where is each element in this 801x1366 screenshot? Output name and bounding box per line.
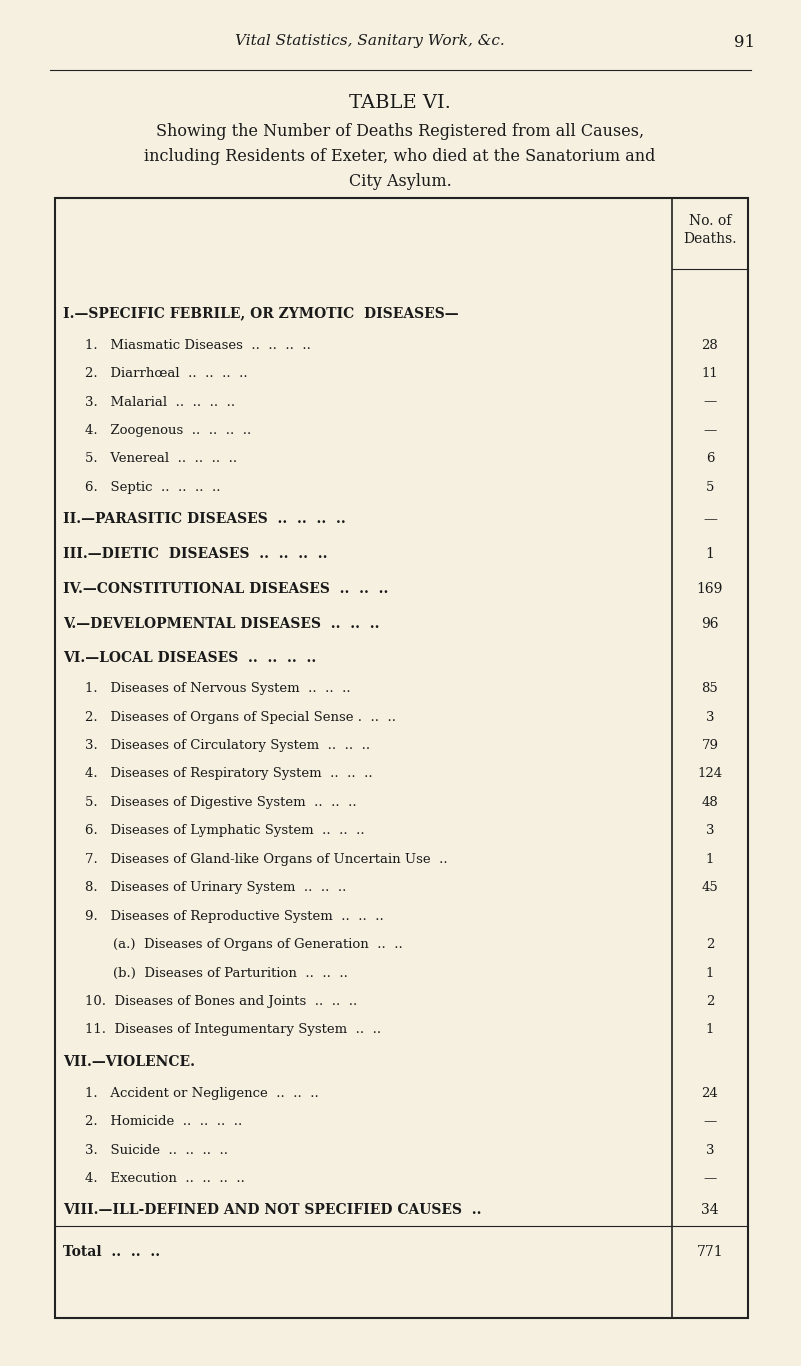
Text: 1: 1 <box>706 852 714 866</box>
Text: 1.   Diseases of Nervous System  ..  ..  ..: 1. Diseases of Nervous System .. .. .. <box>85 682 351 695</box>
Text: 5.   Diseases of Digestive System  ..  ..  ..: 5. Diseases of Digestive System .. .. .. <box>85 796 356 809</box>
Text: 1: 1 <box>706 967 714 979</box>
Text: 2.   Diarrhœal  ..  ..  ..  ..: 2. Diarrhœal .. .. .. .. <box>85 367 248 380</box>
Text: 7.   Diseases of Gland-like Organs of Uncertain Use  ..: 7. Diseases of Gland-like Organs of Unce… <box>85 852 448 866</box>
Text: 3.   Malarial  ..  ..  ..  ..: 3. Malarial .. .. .. .. <box>85 396 235 408</box>
Text: 85: 85 <box>702 682 718 695</box>
Text: 1: 1 <box>706 1023 714 1037</box>
Text: I.—SPECIFIC FEBRILE, OR ZYMOTIC  DISEASES—: I.—SPECIFIC FEBRILE, OR ZYMOTIC DISEASES… <box>63 306 459 321</box>
Text: VII.—VIOLENCE.: VII.—VIOLENCE. <box>63 1055 195 1068</box>
Text: No. of: No. of <box>689 214 731 228</box>
Text: including Residents of Exeter, who died at the Sanatorium and: including Residents of Exeter, who died … <box>144 148 656 165</box>
Text: (a.)  Diseases of Organs of Generation  ..  ..: (a.) Diseases of Organs of Generation ..… <box>113 938 403 951</box>
Text: —: — <box>703 1172 717 1186</box>
Text: City Asylum.: City Asylum. <box>348 173 452 190</box>
Text: 96: 96 <box>701 617 718 631</box>
Text: 34: 34 <box>701 1203 718 1217</box>
Text: —: — <box>703 512 717 526</box>
Text: 79: 79 <box>702 739 718 753</box>
Text: (b.)  Diseases of Parturition  ..  ..  ..: (b.) Diseases of Parturition .. .. .. <box>113 967 348 979</box>
Text: —: — <box>703 1115 717 1128</box>
Text: 11: 11 <box>702 367 718 380</box>
Text: 48: 48 <box>702 796 718 809</box>
Text: 2.   Diseases of Organs of Special Sense .  ..  ..: 2. Diseases of Organs of Special Sense .… <box>85 710 396 724</box>
Text: 28: 28 <box>702 339 718 351</box>
Text: 6.   Septic  ..  ..  ..  ..: 6. Septic .. .. .. .. <box>85 481 220 494</box>
Text: 91: 91 <box>734 34 755 51</box>
Text: 3: 3 <box>706 710 714 724</box>
Text: 1.   Accident or Negligence  ..  ..  ..: 1. Accident or Negligence .. .. .. <box>85 1087 319 1100</box>
Text: VIII.—ILL-DEFINED AND NOT SPECIFIED CAUSES  ..: VIII.—ILL-DEFINED AND NOT SPECIFIED CAUS… <box>63 1203 481 1217</box>
Text: 771: 771 <box>697 1244 723 1259</box>
Text: TABLE VI.: TABLE VI. <box>349 94 451 112</box>
Text: 3.   Suicide  ..  ..  ..  ..: 3. Suicide .. .. .. .. <box>85 1143 228 1157</box>
Text: 3: 3 <box>706 1143 714 1157</box>
Text: VI.—LOCAL DISEASES  ..  ..  ..  ..: VI.—LOCAL DISEASES .. .. .. .. <box>63 652 316 665</box>
Text: 9.   Diseases of Reproductive System  ..  ..  ..: 9. Diseases of Reproductive System .. ..… <box>85 910 384 922</box>
Text: Vital Statistics, Sanitary Work, &c.: Vital Statistics, Sanitary Work, &c. <box>235 34 505 48</box>
Text: 5: 5 <box>706 481 714 494</box>
Text: 45: 45 <box>702 881 718 895</box>
Text: III.—DIETIC  DISEASES  ..  ..  ..  ..: III.—DIETIC DISEASES .. .. .. .. <box>63 548 328 561</box>
Text: 6.   Diseases of Lymphatic System  ..  ..  ..: 6. Diseases of Lymphatic System .. .. .. <box>85 824 364 837</box>
Text: 169: 169 <box>697 582 723 596</box>
Text: —: — <box>703 423 717 437</box>
Text: V.—DEVELOPMENTAL DISEASES  ..  ..  ..: V.—DEVELOPMENTAL DISEASES .. .. .. <box>63 617 380 631</box>
Text: —: — <box>703 396 717 408</box>
Text: II.—PARASITIC DISEASES  ..  ..  ..  ..: II.—PARASITIC DISEASES .. .. .. .. <box>63 512 346 526</box>
Text: IV.—CONSTITUTIONAL DISEASES  ..  ..  ..: IV.—CONSTITUTIONAL DISEASES .. .. .. <box>63 582 388 596</box>
Text: 2: 2 <box>706 938 714 951</box>
Text: 4.   Zoogenous  ..  ..  ..  ..: 4. Zoogenous .. .. .. .. <box>85 423 252 437</box>
Text: 5.   Venereal  ..  ..  ..  ..: 5. Venereal .. .. .. .. <box>85 452 237 466</box>
Text: Showing the Number of Deaths Registered from all Causes,: Showing the Number of Deaths Registered … <box>156 123 644 139</box>
Text: 4.   Execution  ..  ..  ..  ..: 4. Execution .. .. .. .. <box>85 1172 245 1186</box>
Text: 10.  Diseases of Bones and Joints  ..  ..  ..: 10. Diseases of Bones and Joints .. .. .… <box>85 994 357 1008</box>
Text: 1: 1 <box>706 548 714 561</box>
Text: Deaths.: Deaths. <box>683 232 737 246</box>
Text: Total  ..  ..  ..: Total .. .. .. <box>63 1244 160 1259</box>
Text: 124: 124 <box>698 768 723 780</box>
Text: 4.   Diseases of Respiratory System  ..  ..  ..: 4. Diseases of Respiratory System .. .. … <box>85 768 372 780</box>
Text: 1.   Miasmatic Diseases  ..  ..  ..  ..: 1. Miasmatic Diseases .. .. .. .. <box>85 339 311 351</box>
Text: 11.  Diseases of Integumentary System  ..  ..: 11. Diseases of Integumentary System .. … <box>85 1023 381 1037</box>
Text: 3.   Diseases of Circulatory System  ..  ..  ..: 3. Diseases of Circulatory System .. .. … <box>85 739 370 753</box>
Text: 6: 6 <box>706 452 714 466</box>
Text: 3: 3 <box>706 824 714 837</box>
Text: 24: 24 <box>702 1087 718 1100</box>
Bar <box>55 198 748 1318</box>
Text: 2.   Homicide  ..  ..  ..  ..: 2. Homicide .. .. .. .. <box>85 1115 242 1128</box>
Text: 8.   Diseases of Urinary System  ..  ..  ..: 8. Diseases of Urinary System .. .. .. <box>85 881 346 895</box>
Text: 2: 2 <box>706 994 714 1008</box>
